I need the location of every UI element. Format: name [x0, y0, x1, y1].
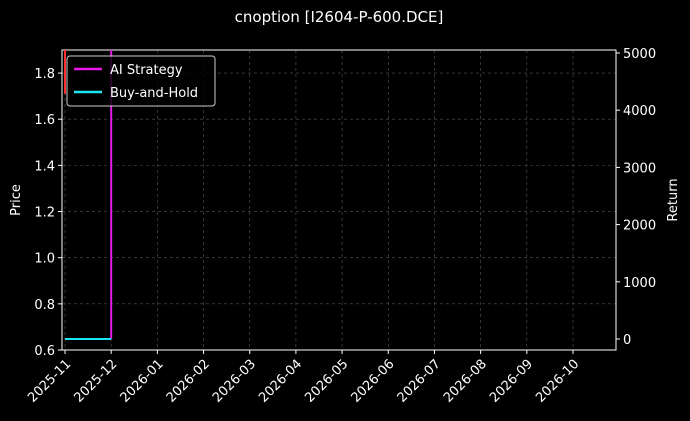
y2-tick-label: 4000 [623, 104, 656, 119]
plot-frame [61, 49, 617, 351]
x-tick-label: 2026-02 [164, 357, 213, 406]
y2-tick-label: 1000 [623, 276, 656, 291]
chart-title: cnoption [I2604-P-600.DCE] [235, 8, 444, 26]
y2-tick-label: 5000 [623, 47, 656, 62]
y-tick-label: 1.8 [34, 67, 55, 82]
y-tick-label: 1.6 [34, 113, 55, 128]
y-tick-label: 1.4 [34, 159, 55, 174]
y-axis-label: Price [9, 184, 24, 216]
x-tick-label: 2026-10 [533, 357, 582, 406]
y2-axis-label: Return [666, 178, 681, 221]
x-tick-label: 2026-01 [118, 357, 167, 406]
legend-label: Buy-and-Hold [110, 86, 198, 101]
x-tick-label: 2026-03 [210, 357, 259, 406]
x-tick-label: 2026-06 [349, 357, 398, 406]
y-tick-label: 0.8 [34, 298, 55, 313]
x-tick-label: 2026-04 [256, 357, 305, 406]
y-tick-label: 0.6 [34, 344, 55, 359]
legend-box [66, 55, 216, 107]
x-tick-label: 2026-05 [302, 357, 351, 406]
y2-tick-label: 0 [623, 333, 631, 348]
x-tick-label: 2026-08 [441, 357, 490, 406]
y-tick-label: 1.2 [34, 206, 55, 221]
y-tick-label: 1.0 [34, 252, 55, 267]
x-tick-label: 2026-07 [395, 357, 444, 406]
x-tick-label: 2025-11 [25, 357, 74, 406]
legend-label: AI Strategy [110, 63, 183, 78]
y2-tick-label: 2000 [623, 219, 656, 234]
x-tick-label: 2025-12 [71, 357, 120, 406]
y2-tick-label: 3000 [623, 161, 656, 176]
x-tick-label: 2026-09 [487, 357, 536, 406]
legend: AI Strategy Buy-and-Hold [66, 55, 216, 107]
